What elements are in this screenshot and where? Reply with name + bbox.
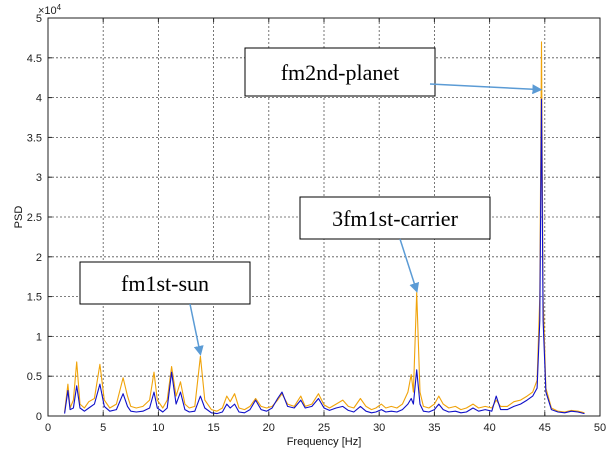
annotation-2: 3fm1st-carrier — [299, 196, 491, 293]
y-tick-label: 4.5 — [27, 53, 42, 65]
annotation-1: fm2nd-planet — [244, 47, 543, 97]
x-axis-label: Frequency [Hz] — [287, 436, 362, 448]
annotation-arrow — [399, 238, 420, 293]
x-tick-label: 10 — [152, 422, 164, 434]
annotation-3: fm1st-sun — [79, 261, 251, 356]
y-tick-label: 2 — [36, 252, 42, 264]
annotation-text: fm1st-sun — [121, 271, 209, 296]
annotation-text: 3fm1st-carrier — [332, 206, 458, 231]
y-tick-label: 0 — [36, 411, 42, 423]
tick-labels: 0 5 10 15 20 25 30 35 40 45 50 0 0.5 1 1.5 2 2.5 3 3.5 4 4.5… — [27, 13, 606, 434]
annotation-box — [299, 196, 491, 240]
y-tick-label: 1.5 — [27, 292, 42, 304]
series-line-1 — [64, 41, 585, 414]
annotation-text: fm2nd-planet — [281, 60, 400, 85]
y-tick-label: 3.5 — [27, 132, 42, 144]
x-tick-label: 25 — [318, 422, 330, 434]
x-tick-label: 50 — [594, 422, 606, 434]
x-tick-label: 40 — [483, 422, 495, 434]
series-layer — [64, 41, 585, 415]
y-tick-label: 2.5 — [27, 212, 42, 224]
exponent-label: ×104 — [38, 3, 62, 17]
x-tick-label: 0 — [45, 422, 51, 434]
x-tick-label: 30 — [373, 422, 385, 434]
y-tick-label: 0.5 — [27, 371, 42, 383]
x-tick-label: 15 — [207, 422, 219, 434]
x-tick-label: 35 — [428, 422, 440, 434]
x-tick-label: 5 — [100, 422, 106, 434]
series-line-2 — [64, 98, 585, 415]
y-tick-label: 1 — [36, 331, 42, 343]
annotation-arrow — [429, 83, 543, 95]
x-tick-label: 20 — [263, 422, 275, 434]
y-tick-label: 5 — [36, 13, 42, 25]
y-tick-label: 4 — [36, 93, 42, 105]
x-tick-label: 45 — [539, 422, 551, 434]
annotations: fm2nd-planet 3fm1st-carrier fm1st-sun — [79, 47, 543, 356]
annotation-arrow — [189, 303, 204, 356]
annotation-box — [79, 261, 251, 305]
y-tick-label: 3 — [36, 172, 42, 184]
y-axis-label: PSD — [13, 206, 25, 229]
annotation-box — [244, 47, 436, 97]
